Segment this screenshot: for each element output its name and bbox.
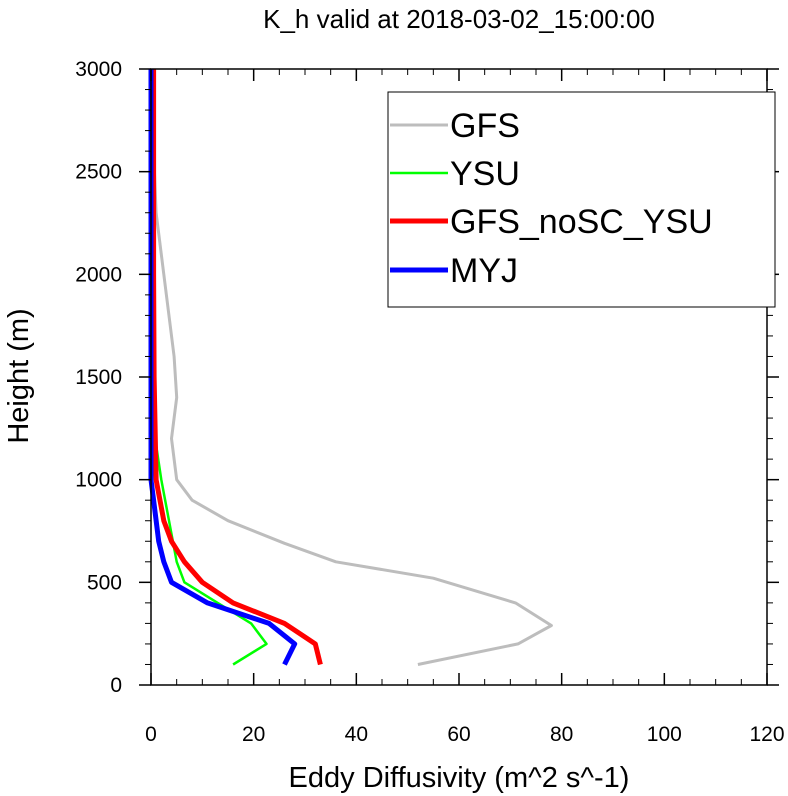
legend-label: GFS	[450, 107, 520, 145]
x-tick-label: 120	[749, 723, 784, 746]
series-line-myj	[148, 69, 298, 666]
x-tick-label: 20	[242, 723, 265, 746]
y-tick-label: 0	[110, 674, 122, 697]
x-tick-label: 100	[647, 723, 682, 746]
series-line-gfs-nosc-ysu	[151, 69, 323, 666]
x-tick-label: 60	[447, 723, 470, 746]
y-tick-label: 1500	[75, 366, 122, 389]
y-tick-label: 2500	[75, 161, 122, 184]
y-tick-label: 1000	[75, 469, 122, 492]
chart-title: K_h valid at 2018-03-02_15:00:00	[263, 4, 655, 34]
x-axis-label: Eddy Diffusivity (m^2 s^-1)	[289, 762, 630, 794]
ticks-layer: 0 20 40 60 80 100 120 0 500 1000 1500 2000 2500 3000	[75, 58, 784, 746]
legend-label: MYJ	[450, 252, 518, 290]
x-tick-label: 40	[345, 723, 368, 746]
legend-label: GFS_noSC_YSU	[450, 203, 713, 241]
y-tick-label: 500	[87, 571, 122, 594]
y-axis-label: Height (m)	[3, 308, 35, 443]
legend-box	[387, 91, 776, 308]
x-tick-label: 80	[550, 723, 573, 746]
y-tick-label: 2000	[75, 263, 122, 286]
y-tick-label: 3000	[75, 58, 122, 81]
series-line-gfs	[152, 69, 553, 666]
legend-label: YSU	[450, 155, 520, 193]
x-tick-label: 0	[145, 723, 157, 746]
legend: GFS YSU GFS_noSC_YSU MYJ	[387, 91, 776, 308]
